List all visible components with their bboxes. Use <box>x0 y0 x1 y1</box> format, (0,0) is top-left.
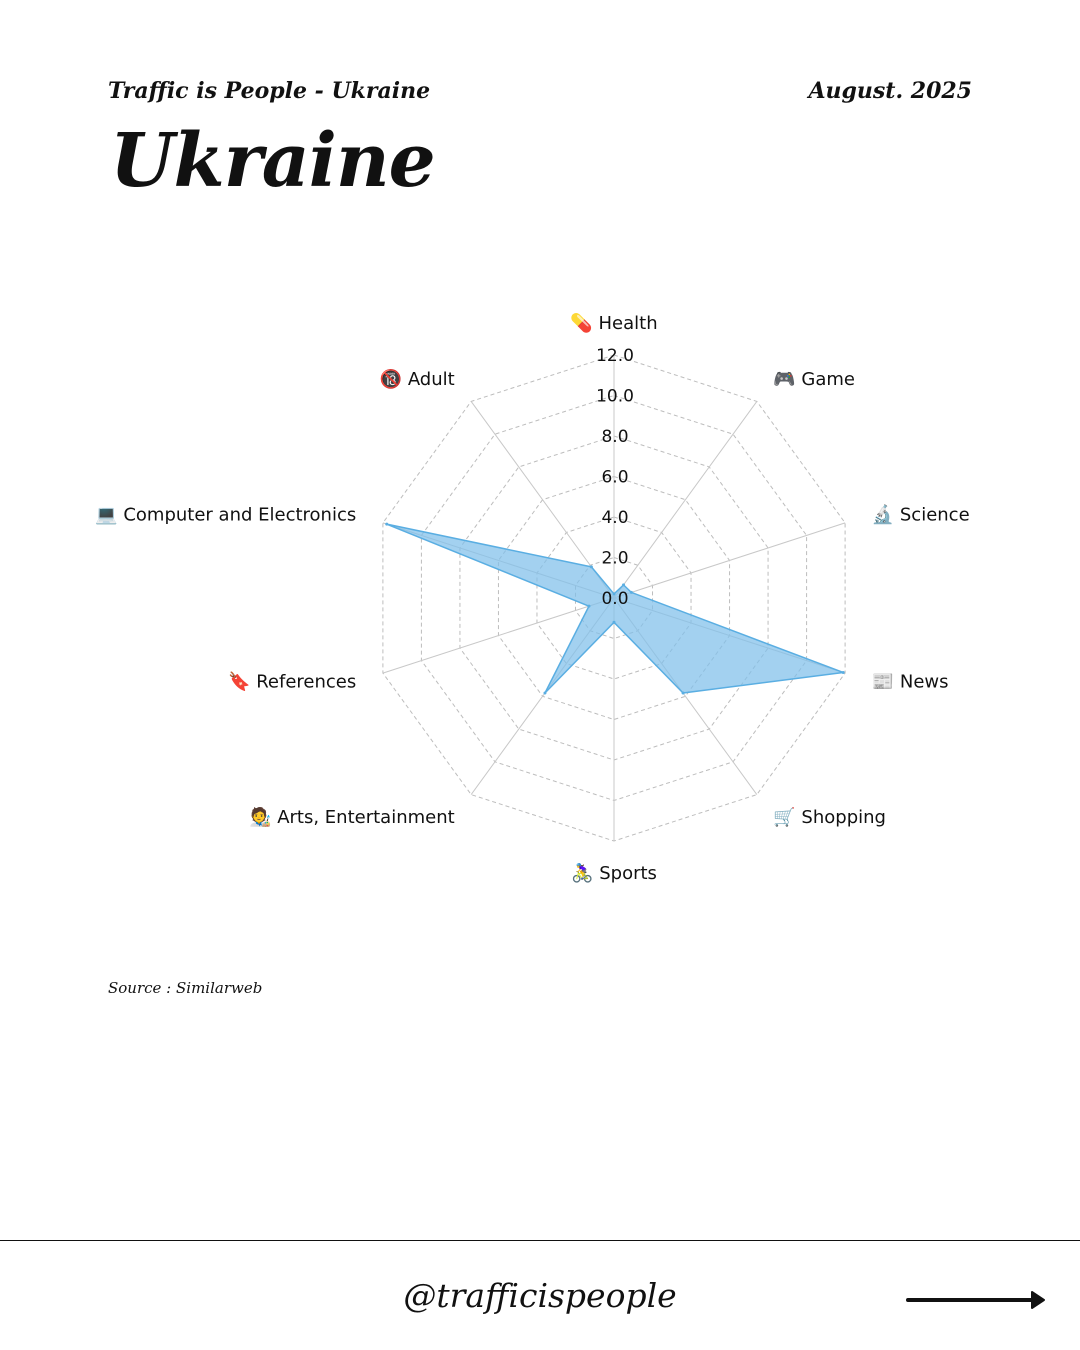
axis-label: 📰 News <box>872 672 949 693</box>
category-icon: 🧑‍🎨 <box>249 806 277 828</box>
category-icon: 🔞 <box>380 368 408 390</box>
axis-label: 🚴‍♀️ Sports <box>571 862 657 884</box>
category-icon: 🔬 <box>872 503 900 525</box>
tick-label: 4.0 <box>601 508 628 528</box>
spoke-game <box>613 401 758 599</box>
axis-label: 🔬 Science <box>872 503 970 525</box>
tick-label: 0.0 <box>601 589 628 609</box>
axis-label: 🛒 Shopping <box>773 806 886 828</box>
radar-series <box>385 522 845 695</box>
category-label: Sports <box>599 863 657 884</box>
tick-label: 12.0 <box>596 346 634 366</box>
axis-label: 🔖 References <box>228 671 356 693</box>
grid-ring <box>497 475 731 721</box>
footer-divider <box>0 1240 1080 1241</box>
category-icon: 🎮 <box>773 369 801 390</box>
data-point <box>841 670 845 674</box>
tick-label: 8.0 <box>601 427 628 447</box>
category-label: News <box>900 672 949 693</box>
data-point <box>681 691 685 695</box>
category-label: Adult <box>408 369 455 390</box>
category-label: Science <box>900 504 970 525</box>
category-icon: 💻 <box>95 504 123 525</box>
data-point <box>629 590 633 594</box>
social-handle: @trafficispeople <box>403 1276 677 1315</box>
axis-label: 🧑‍🎨 Arts, Entertainment <box>249 806 455 828</box>
category-label: Health <box>599 313 658 334</box>
radar-tick-labels: 0.0 2.0 4.0 6.0 8.0 10.0 12.0 <box>596 346 634 609</box>
radar-axis-labels: 💊 Health 🎮 Game 🔬 Science 📰 News 🛒 Shopping 🚴… <box>95 312 969 884</box>
category-icon: 💊 <box>570 312 598 334</box>
spoke-science <box>613 522 846 599</box>
date-label: August. 2025 <box>808 78 972 104</box>
tick-label: 2.0 <box>601 549 628 569</box>
data-point <box>612 620 616 624</box>
axis-label: 💊 Health <box>570 312 657 334</box>
tick-label: 6.0 <box>601 468 628 488</box>
axis-label: 💻 Computer and Electronics <box>95 504 356 525</box>
axis-label: 🎮 Game <box>773 369 855 390</box>
category-icon: 🔖 <box>228 671 256 693</box>
data-point <box>385 522 389 526</box>
tick-label: 10.0 <box>596 387 634 407</box>
data-point <box>589 565 593 569</box>
source-note: Source : Similarweb <box>108 979 263 997</box>
category-icon: 🛒 <box>773 806 801 828</box>
category-label: Arts, Entertainment <box>277 807 454 828</box>
data-point <box>543 691 547 695</box>
spoke-adult <box>470 401 615 599</box>
arrow-right-icon[interactable] <box>906 1288 1050 1312</box>
category-label: Game <box>801 369 855 390</box>
category-label: Computer and Electronics <box>123 504 356 525</box>
page-title: Ukraine <box>110 118 436 204</box>
data-point <box>587 604 591 608</box>
spoke-references <box>382 597 615 674</box>
category-icon: 🚴‍♀️ <box>571 862 599 884</box>
category-icon: 📰 <box>872 672 900 693</box>
category-label: Shopping <box>801 807 886 828</box>
data-point <box>622 583 626 587</box>
data-point <box>612 592 616 596</box>
series-name: Traffic is People - Ukraine <box>108 78 431 104</box>
radar-chart: 0.0 2.0 4.0 6.0 8.0 10.0 12.0 💊 Health 🎮 Game 🔬 … <box>95 312 969 884</box>
category-label: References <box>256 672 356 693</box>
axis-label: 🔞 Adult <box>380 368 455 390</box>
